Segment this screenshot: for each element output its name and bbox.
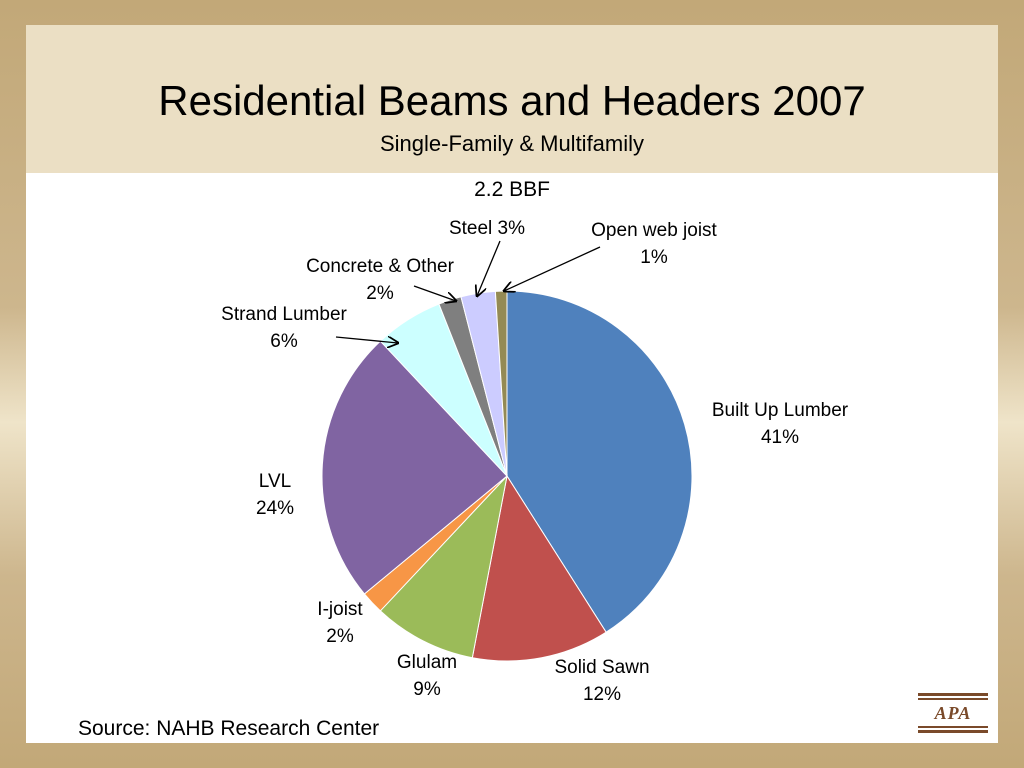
leader-line-open-web-joist bbox=[504, 246, 601, 291]
apa-logo: APA bbox=[918, 693, 988, 733]
slide: Residential Beams and Headers 2007 Singl… bbox=[26, 25, 998, 743]
slice-label-i-joist: I-joist 2% bbox=[317, 599, 363, 647]
pie-slice-lvl bbox=[321, 340, 508, 595]
pie-chart: Built Up Lumber 41% Solid Sawn 12% Glulam 9% I… bbox=[221, 218, 849, 705]
slice-label-glulam: Glulam 9% bbox=[397, 652, 457, 700]
apa-logo-text: APA bbox=[934, 703, 972, 723]
total-label: 2.2 BBF bbox=[474, 178, 550, 201]
chart-subtitle: Single-Family & Multifamily bbox=[379, 131, 645, 156]
chart-title: Residential Beams and Headers 2007 bbox=[158, 77, 866, 124]
pie-slice-built-up-lumber bbox=[506, 290, 693, 633]
slice-label-steel: Steel 3% bbox=[449, 218, 525, 239]
slice-label-open-web-joist: Open web joist 1% bbox=[591, 220, 717, 268]
header-band bbox=[26, 25, 998, 173]
leader-line-concrete-other bbox=[413, 285, 456, 301]
leader-line-strand-lumber bbox=[335, 337, 398, 343]
source-note: Source: NAHB Research Center bbox=[78, 717, 380, 740]
slice-label-lvl: LVL 24% bbox=[256, 471, 294, 519]
pie-slice-glulam bbox=[379, 474, 508, 659]
pie-slice-solid-sawn bbox=[471, 474, 607, 662]
slice-label-solid-sawn: Solid Sawn 12% bbox=[554, 657, 649, 705]
slice-label-built-up-lumber: Built Up Lumber 41% bbox=[712, 400, 849, 448]
slice-label-strand-lumber: Strand Lumber 6% bbox=[221, 304, 347, 352]
leader-line-steel bbox=[477, 240, 501, 296]
slice-label-concrete-other: Concrete & Other 2% bbox=[306, 256, 455, 304]
